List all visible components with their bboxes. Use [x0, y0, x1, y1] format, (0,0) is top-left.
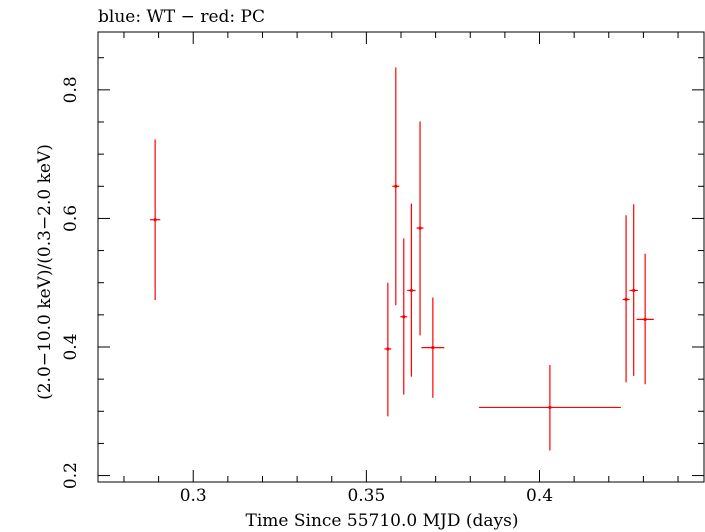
point-marker: [409, 288, 413, 293]
point-marker: [153, 218, 157, 222]
x-tick-label: 0.4: [526, 486, 553, 506]
x-tick-label: 0.3: [180, 486, 207, 506]
y-tick-label: 0.2: [61, 462, 81, 489]
plot-frame: [97, 31, 705, 483]
data-point: [400, 238, 408, 395]
y-tick-label: 0.8: [61, 76, 81, 103]
x-tick-label: 0.35: [347, 486, 385, 506]
point-marker: [548, 405, 552, 410]
data-point: [149, 139, 161, 301]
point-marker: [431, 346, 435, 350]
y-tick-label: 0.4: [61, 333, 81, 360]
point-marker: [418, 226, 422, 230]
data-point: [478, 365, 621, 451]
data-point: [629, 204, 638, 376]
axis-ticks: [98, 32, 704, 482]
point-marker: [394, 184, 398, 188]
point-marker: [643, 317, 647, 321]
y-axis-title: (2.0−10.0 keV)/(0.3−2.0 keV): [35, 144, 55, 400]
chart-title: blue: WT − red: PC: [98, 7, 265, 27]
y-tick-label: 0.6: [61, 205, 81, 232]
data-point: [636, 253, 654, 385]
data-point: [421, 297, 445, 398]
data-point: [392, 67, 400, 306]
point-marker: [632, 288, 636, 293]
point-marker: [386, 347, 390, 351]
tick-labels: 0.3 0.35 0.4 0.2 0.4 0.6 0.8: [61, 76, 553, 506]
data-point: [416, 121, 424, 336]
data-points: [149, 67, 654, 451]
data-point: [384, 282, 392, 417]
point-marker: [402, 315, 406, 319]
data-point: [622, 215, 630, 383]
data-point: [407, 203, 416, 377]
x-axis-title: Time Since 55710.0 MJD (days): [246, 511, 519, 531]
point-marker: [624, 297, 628, 302]
